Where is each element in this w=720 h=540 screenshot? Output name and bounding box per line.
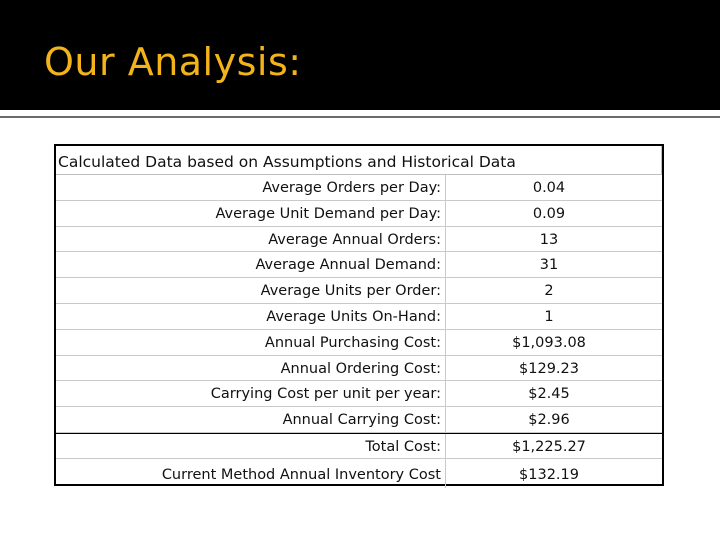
table-row: Annual Purchasing Cost: $1,093.08 <box>56 329 662 356</box>
row-value: 0.04 <box>532 180 566 196</box>
row-value: 2 <box>544 283 554 300</box>
row-value: 1 <box>544 308 554 325</box>
row-label: Annual Purchasing Cost: <box>56 329 446 355</box>
row-label: Annual Ordering Cost: <box>56 355 446 381</box>
row-value: 31 <box>539 257 559 274</box>
row-value: $2.96 <box>528 412 570 429</box>
row-label: Average Units per Order: <box>56 278 446 303</box>
table-row: Carrying Cost per unit per year: $2.45 <box>56 381 662 408</box>
table-row: Annual Carrying Cost: $2.96 <box>56 407 662 433</box>
table-row: Average Orders per Day: 0.04 <box>56 175 662 201</box>
total-value: $1,225.27 <box>512 438 586 455</box>
row-label: Average Units On-Hand: <box>56 303 446 329</box>
slide-title: Our Analysis: <box>44 40 302 84</box>
current-method-row: Current Method Annual Inventory Cost $13… <box>56 458 662 488</box>
row-label: Carrying Cost per unit per year: <box>56 381 446 407</box>
table-row: Annual Ordering Cost: $129.23 <box>56 355 662 382</box>
row-value: 0.09 <box>532 205 566 222</box>
row-label: Annual Carrying Cost: <box>56 407 446 432</box>
data-table: Calculated Data based on Assumptions and… <box>54 144 664 488</box>
row-label: Average Annual Demand: <box>56 252 446 278</box>
row-label: Average Orders per Day: <box>56 175 446 200</box>
table-row: Average Annual Demand: 31 <box>56 252 662 279</box>
current-method-value: $132.19 <box>519 466 579 483</box>
title-bar: Our Analysis: <box>0 0 720 110</box>
table-header: Calculated Data based on Assumptions and… <box>56 146 662 175</box>
total-row: Total Cost: $1,225.27 <box>56 432 662 459</box>
row-label: Average Unit Demand per Day: <box>56 200 446 226</box>
table-row: Average Unit Demand per Day: 0.09 <box>56 200 662 227</box>
current-method-label: Current Method Annual Inventory Cost <box>56 458 446 488</box>
row-value: $129.23 <box>519 360 579 377</box>
table-row: Average Units On-Hand: 1 <box>56 303 662 330</box>
table-row: Average Annual Orders: 13 <box>56 226 662 253</box>
row-value: $1,093.08 <box>512 334 586 351</box>
total-label: Total Cost: <box>56 433 446 458</box>
row-label: Average Annual Orders: <box>56 226 446 252</box>
row-value: $2.45 <box>528 386 570 403</box>
table-row: Average Units per Order: 2 <box>56 278 662 304</box>
divider-line <box>0 116 720 118</box>
row-value: 13 <box>539 231 559 248</box>
